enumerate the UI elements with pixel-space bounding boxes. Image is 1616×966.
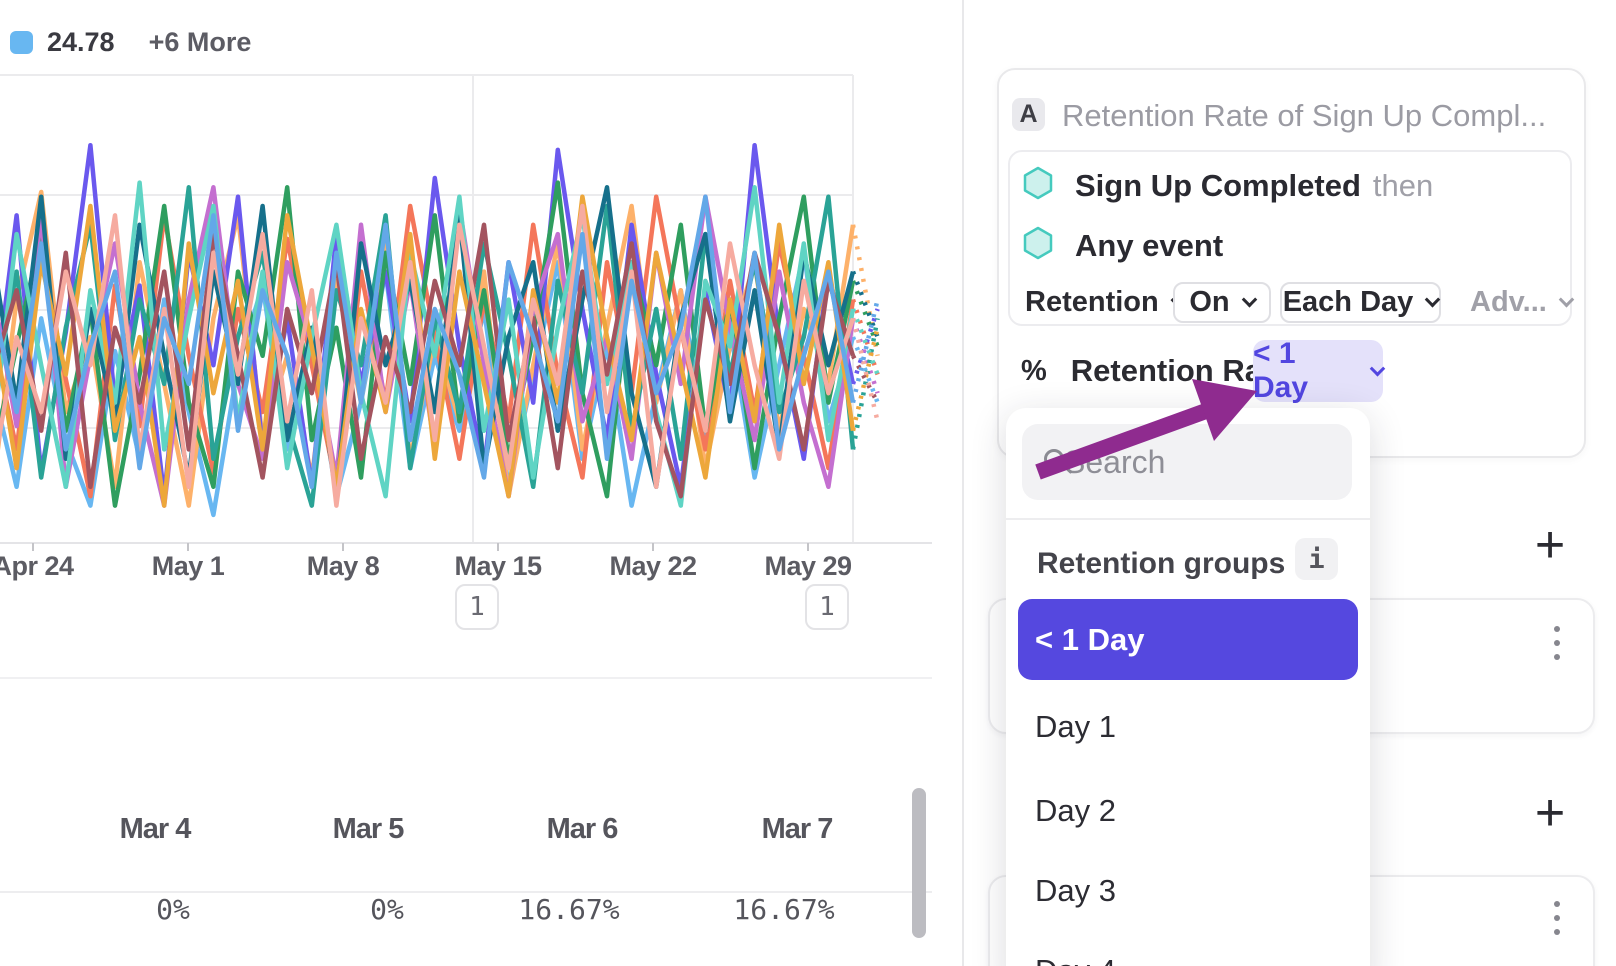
series-line-projection (850, 298, 880, 376)
table-divider (0, 891, 932, 893)
each-day-dropdown[interactable]: Each Day (1280, 282, 1441, 323)
step-a-badge: A (1012, 98, 1045, 131)
menu-item-day-2[interactable]: Day 2 (1035, 792, 1116, 828)
menu-item--1-day[interactable]: < 1 Day (1018, 599, 1358, 680)
table-column-header: Mar 4 (119, 813, 192, 845)
table-cell-value: 0% (156, 893, 190, 926)
menu-divider (1006, 518, 1370, 520)
percent-icon: % (1021, 354, 1047, 387)
event-2-name[interactable]: Any event (1075, 228, 1224, 263)
search-input[interactable] (1064, 443, 1484, 481)
info-icon[interactable]: i (1295, 538, 1338, 580)
x-axis-label: May 1 (151, 551, 225, 581)
retention-group-pill[interactable]: < 1 Day (1253, 337, 1386, 404)
retention-type-dropdown[interactable]: Retention (1025, 282, 1188, 323)
event-1-name[interactable]: Sign Up Completed (1075, 168, 1361, 203)
pill-label: < 1 Day (1253, 337, 1309, 404)
card-menu-icon[interactable] (1554, 626, 1560, 660)
series-line-projection (850, 308, 880, 376)
advanced-dropdown[interactable]: Adv... (1470, 282, 1575, 323)
retention-line-chart[interactable] (0, 0, 962, 560)
series-line-projection (850, 299, 880, 404)
on-label: On (1189, 286, 1230, 318)
table-column-header: Mar 6 (546, 813, 619, 845)
series-line-projection (850, 327, 880, 432)
series-line-projection (850, 317, 880, 450)
query-title[interactable]: Retention Rate of Sign Up Compl... (1062, 98, 1547, 133)
advanced-label: Adv... (1470, 286, 1547, 318)
menu-item-day-1[interactable]: Day 1 (1035, 708, 1116, 744)
chevron-down-icon (1369, 360, 1386, 376)
x-axis-label: May 8 (306, 551, 380, 581)
legend-swatch[interactable] (10, 31, 33, 54)
each-day-label: Each Day (1282, 286, 1414, 318)
event-row-1[interactable]: Sign Up Completed then (1075, 168, 1433, 204)
event-hexagon-icon (1023, 166, 1053, 200)
retention-group-menu: Retention groups i < 1 Day Day 1 Day 2 Day … (1006, 408, 1484, 966)
add-step-button[interactable]: + (1534, 516, 1566, 574)
menu-item-day-4[interactable]: Day 4 (1018, 930, 1358, 966)
chart-legend: 24.78 +6 More (10, 27, 251, 58)
event-then-label: then (1372, 168, 1434, 203)
chevron-down-icon (1425, 291, 1441, 308)
x-axis-label: May 29 (764, 551, 852, 581)
menu-group-header: Retention groups (1037, 547, 1286, 580)
series-line-projection (850, 224, 880, 357)
series-line-projection (850, 270, 880, 338)
retention-type-label: Retention (1025, 286, 1159, 318)
table-cell-value: 16.67% (518, 893, 620, 926)
chart-series-group (0, 142, 880, 518)
section-divider (0, 677, 932, 679)
series-line-projection (850, 308, 880, 385)
series-line-projection (850, 336, 880, 404)
series-line (0, 203, 856, 508)
on-dropdown[interactable]: On (1173, 282, 1271, 323)
table-column-header: Mar 5 (332, 813, 405, 845)
x-axis-label: May 22 (609, 551, 697, 581)
table-column-header: Mar 7 (761, 813, 834, 845)
legend-more-link[interactable]: +6 More (148, 27, 252, 57)
table-scrollbar[interactable] (912, 788, 926, 938)
series-line-projection (850, 280, 880, 348)
add-step-button-2[interactable]: + (1534, 784, 1566, 842)
menu-item-day-3[interactable]: Day 3 (1035, 872, 1116, 908)
series-line (0, 180, 856, 508)
event-hexagon-icon (1023, 226, 1053, 260)
x-axis-label: May 15 (454, 551, 542, 581)
annotation-badge[interactable]: 1 (455, 584, 499, 630)
series-line-projection (850, 317, 880, 422)
card-menu-icon-2[interactable] (1554, 901, 1560, 935)
event-row-2[interactable]: Any event (1075, 228, 1223, 264)
annotation-badge[interactable]: 1 (805, 584, 849, 630)
search-box[interactable] (1022, 424, 1484, 500)
x-axis-label: Apr 24 (0, 551, 74, 581)
series-line (0, 194, 856, 490)
table-cell-value: 0% (370, 893, 404, 926)
chevron-down-icon (1558, 291, 1575, 308)
table-cell-value: 16.67% (733, 893, 835, 926)
panel-separator (962, 0, 964, 966)
legend-value[interactable]: 24.78 (47, 27, 115, 57)
chevron-down-icon (1241, 291, 1257, 308)
